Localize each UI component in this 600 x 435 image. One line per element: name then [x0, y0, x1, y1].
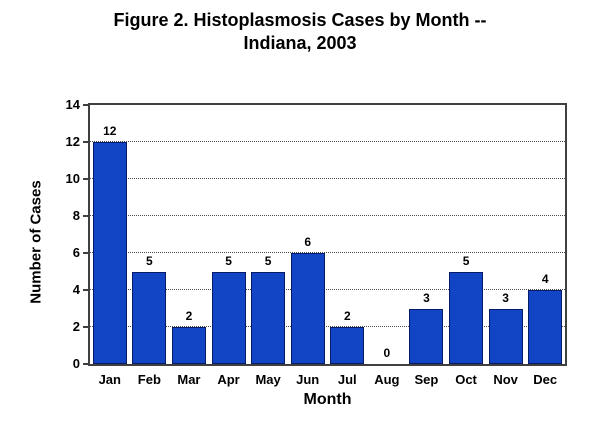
bar-value-label-oct: 5: [462, 253, 470, 268]
y-tick-label-4: 4: [72, 282, 80, 297]
y-tick-label-8: 8: [72, 208, 80, 223]
y-tick-mark-8: [83, 215, 88, 217]
x-tick-label-aug: Aug: [374, 372, 400, 387]
y-tick-label-6: 6: [72, 245, 80, 260]
bar-apr: [211, 271, 246, 364]
bar-dec: [528, 290, 563, 364]
x-tick-label-mar: Mar: [177, 372, 201, 387]
bar-value-label-jul: 2: [343, 309, 351, 323]
x-tick-label-nov: Nov: [493, 372, 518, 387]
gridline-y2: [90, 326, 565, 327]
bar-value-label-sep: 3: [423, 290, 430, 305]
gridline-y8: [90, 215, 565, 216]
bar-value-label-feb: 5: [146, 253, 153, 268]
x-axis-title: Month: [303, 391, 352, 408]
y-tick-mark-14: [83, 104, 88, 106]
y-tick-label-2: 2: [72, 319, 80, 334]
bar-may: [251, 271, 286, 364]
y-tick-mark-0: [83, 363, 88, 365]
x-tick-label-feb: Feb: [137, 372, 161, 387]
x-tick-label-jul: Jul: [337, 372, 357, 387]
x-tick-label-may: May: [255, 372, 281, 387]
gridline-y12: [90, 141, 565, 142]
bar-value-label-may: 5: [264, 253, 272, 268]
x-tick-label-sep: Sep: [414, 372, 439, 387]
x-tick-label-dec: Dec: [533, 372, 558, 387]
bar-mar: [171, 327, 206, 364]
y-tick-mark-12: [83, 141, 88, 143]
bar-sep: [409, 308, 444, 364]
plot-area: 12 5 2 5 5 6 2 0 3 5 3 4: [88, 103, 567, 366]
bar-value-label-jun: 6: [304, 235, 312, 249]
y-tick-label-10: 10: [65, 171, 80, 186]
y-tick-mark-4: [83, 289, 88, 291]
x-tick-label-oct: Oct: [455, 372, 477, 387]
bar-feb: [132, 271, 167, 364]
y-tick-label-12: 12: [65, 134, 80, 149]
x-tick-label-jun: Jun: [296, 372, 320, 387]
x-tick-label-jan: Jan: [98, 372, 121, 387]
chart-title: Figure 2. Histoplasmosis Cases by Month …: [0, 9, 600, 55]
bar-jul: [330, 327, 365, 364]
x-tick-label-apr: Apr: [217, 372, 240, 387]
bar-value-label-aug: 0: [383, 346, 391, 360]
bar-value-label-mar: 2: [185, 309, 193, 323]
chart-title-line1: Figure 2. Histoplasmosis Cases by Month …: [113, 10, 487, 30]
y-tick-mark-2: [83, 326, 88, 328]
bar-oct: [449, 271, 484, 364]
y-tick-mark-6: [83, 252, 88, 254]
bar-jun: [290, 253, 325, 364]
y-tick-label-0: 0: [72, 356, 80, 371]
bar-jan: [92, 142, 127, 364]
y-tick-label-14: 14: [65, 97, 80, 112]
bar-nov: [488, 308, 523, 364]
bar-value-label-jan: 12: [103, 124, 117, 138]
bar-value-label-nov: 3: [502, 290, 509, 305]
y-tick-mark-10: [83, 178, 88, 180]
gridline-y4: [90, 289, 565, 290]
chart-title-line2: Indiana, 2003: [243, 33, 357, 53]
gridline-y10: [90, 178, 565, 179]
bar-value-label-dec: 4: [541, 272, 549, 286]
gridline-y6: [90, 252, 565, 253]
bar-value-label-apr: 5: [225, 253, 232, 268]
